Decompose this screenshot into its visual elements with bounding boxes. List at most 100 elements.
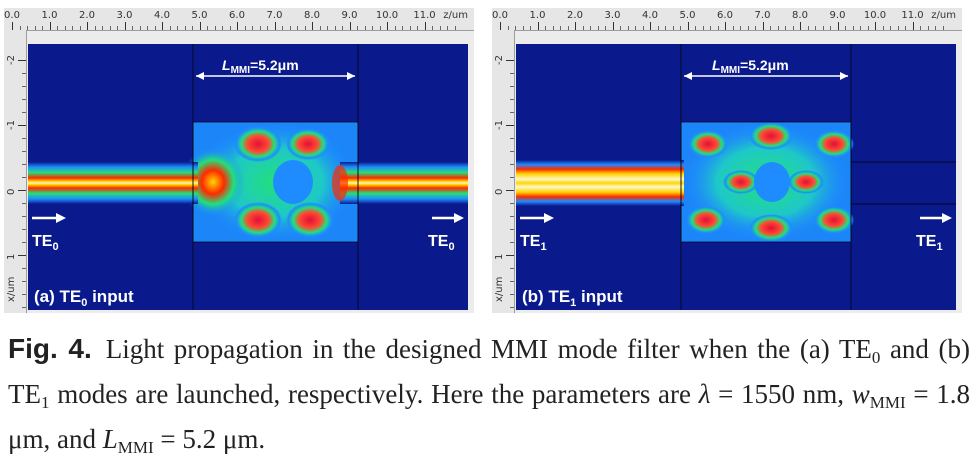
caption-text: Light propagation in the designed MMI mo… [105,334,872,364]
z-tick-label: 2.0 [79,10,95,21]
z-tick-label: 1.0 [529,10,546,21]
z-tick-label: 10.0 [863,10,887,21]
caption-subscript: 1 [41,393,50,412]
z-minor-tick [439,26,441,30]
z-minor-tick [304,26,306,30]
field-plot: LMMI=5.2μm TE1 TE1 (b) TE1 input [516,44,956,310]
x-unit-label: x/um [494,276,505,302]
x-minor-tick [22,99,26,100]
z-minor-tick [372,26,373,30]
z-major-tick [424,22,426,30]
figure-label: Fig. 4. [8,333,92,364]
x-minor-tick [510,203,514,204]
x-major-tick [18,125,26,126]
z-minor-tick [927,26,929,30]
z-tick-label: 6.0 [229,10,245,21]
x-major-tick [506,60,514,61]
z-minor-tick [680,26,681,30]
z-minor-tick [27,26,28,30]
z-minor-tick [732,26,734,30]
z-tick-label: 3.0 [116,10,133,21]
panel-tag: (a) TE0 input [34,287,134,309]
x-minor-tick [22,86,26,87]
z-tick-label: 11.0 [413,10,436,21]
z-minor-tick [357,26,358,30]
x-minor-tick [22,281,26,282]
panel-b: 0.0 1.0 2.0 3.0 4.0 5.0 6.0 7.0 8.0 9.0 10.0 11.0 z/… [492,8,962,313]
field-plot: LMMI=5.2μm TE0 TE0 (a) TE0 input [28,44,468,310]
z-minor-tick [830,26,831,30]
x-major-tick [506,125,514,126]
z-minor-tick [755,26,756,30]
z-minor-tick [214,26,216,30]
caption-subscript: MMI [869,393,906,412]
x-minor-tick [510,242,514,243]
x-minor-tick [22,294,26,295]
z-minor-tick [402,26,403,30]
z-major-tick [837,22,839,30]
z-minor-tick [192,26,193,30]
z-minor-tick [139,26,141,30]
lmmi-label: LMMI=5.2μm [222,57,299,76]
z-minor-tick [867,26,869,30]
x-tick-label: -2 [494,55,505,65]
z-tick-label: 10.0 [375,10,399,21]
x-minor-tick [510,112,514,113]
z-major-tick [725,22,726,30]
x-tick-label: -1 [6,120,17,130]
z-tick-label: 5.0 [679,10,696,21]
z-minor-tick [860,26,861,30]
z-minor-tick [920,26,921,30]
z-minor-tick [507,26,509,30]
x-minor-tick [22,203,26,204]
z-minor-tick [79,26,81,30]
z-minor-tick [379,26,381,30]
z-major-tick [349,22,351,30]
z-minor-tick [184,26,186,30]
z-minor-tick [267,26,268,30]
z-minor-tick [597,26,599,30]
x-minor-tick [22,177,26,178]
z-minor-tick [695,26,696,30]
z-minor-tick [620,26,621,30]
z-minor-tick [94,26,96,30]
z-minor-tick [890,26,891,30]
z-tick-label: 7.0 [754,10,771,21]
z-minor-tick [582,26,584,30]
z-minor-tick [42,26,43,30]
z-minor-tick [57,26,58,30]
z-minor-tick [447,26,448,30]
x-major-tick [18,60,26,61]
z-minor-tick [642,26,644,30]
l-symbol: L [102,424,118,454]
figure-caption: Fig. 4. Light propagation in the designed… [8,330,970,466]
caption-text: = 1550 nm, [710,379,852,409]
z-major-tick [537,22,539,30]
x-tick-label: -1 [494,120,505,130]
z-major-tick [312,22,313,30]
z-tick-label: 4.0 [154,10,170,21]
z-major-tick [762,22,764,30]
caption-subscript: MMI [117,438,154,457]
z-major-tick [162,22,163,30]
z-minor-tick [897,26,899,30]
z-minor-tick [717,26,719,30]
z-minor-tick [282,26,283,30]
x-major-tick [506,255,514,256]
z-minor-tick [454,26,456,30]
x-tick-label: 1 [494,253,505,260]
z-minor-tick [327,26,328,30]
z-tick-label: 3.0 [604,10,621,21]
x-minor-tick [510,86,514,87]
z-unit-label: z/um [443,10,468,21]
z-minor-tick [364,26,366,30]
z-major-tick [274,22,276,30]
x-major-tick [18,190,26,191]
x-minor-tick [510,164,514,165]
z-minor-tick [154,26,156,30]
z-minor-tick [222,26,223,30]
z-minor-tick [845,26,846,30]
x-minor-tick [22,164,26,165]
x-tick-label: 0 [494,188,505,195]
panel-tag: (b) TE1 input [522,287,623,309]
